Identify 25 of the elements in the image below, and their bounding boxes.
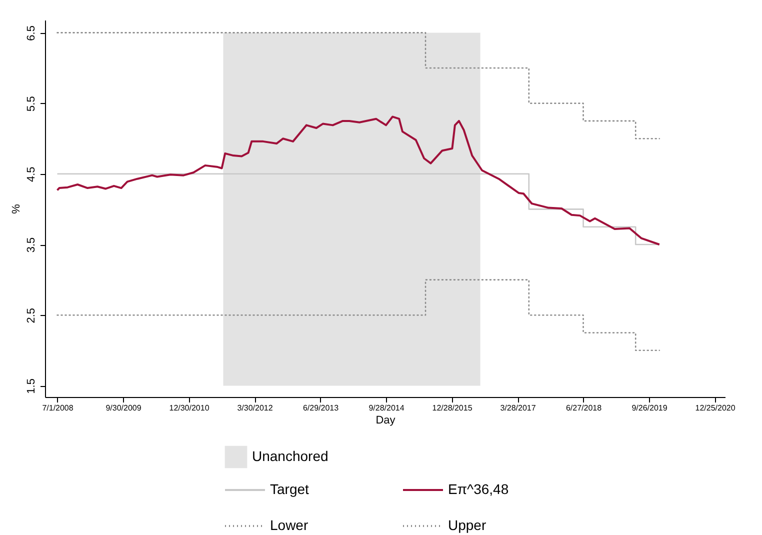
x-tick-label: 12/30/2010 [169, 404, 210, 412]
x-tick-label: 12/25/2020 [695, 404, 736, 412]
y-tick-label: 2.5 [26, 308, 38, 324]
x-tick-label: 6/29/2013 [302, 404, 340, 412]
y-axis-title: % [10, 204, 22, 214]
x-tick-label: 9/26/2019 [632, 404, 668, 412]
y-tick-label: 6.5 [26, 26, 38, 41]
x-tick-label: 9/28/2014 [368, 404, 405, 412]
y-tick-label: 5.5 [26, 96, 38, 112]
x-tick-label: 12/28/2015 [432, 404, 473, 412]
legend-label: Target [270, 481, 310, 497]
x-tick-label: 9/30/2009 [106, 404, 142, 412]
y-tick-label: 3.5 [26, 237, 38, 253]
x-tick-label: 3/28/2017 [500, 404, 536, 412]
y-tick-label: 1.5 [26, 378, 38, 394]
x-tick-label: 3/30/2012 [237, 404, 274, 412]
x-axis-title: Day [376, 414, 396, 426]
legend-label: Eπ^36,48 [448, 481, 509, 497]
x-tick-label: 7/1/2008 [42, 404, 74, 412]
x-tick-label: 6/27/2018 [566, 404, 602, 412]
legend-label: Lower [270, 517, 308, 533]
legend-label: Upper [448, 517, 486, 533]
y-tick-label: 4.5 [26, 166, 38, 182]
line-series [56, 116, 660, 246]
legend-label: Unanchored [252, 448, 328, 464]
